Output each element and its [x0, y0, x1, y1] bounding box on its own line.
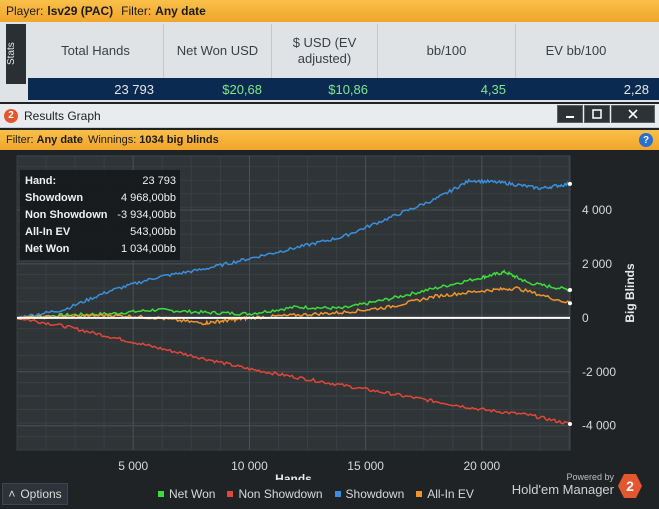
series-end-point: [568, 421, 572, 426]
legend-item[interactable]: Net Won: [158, 487, 215, 501]
graph-filter-value[interactable]: Any date: [36, 134, 83, 146]
stats-tab[interactable]: Stats: [6, 24, 26, 84]
brand-label: Hold'em Manager: [511, 482, 614, 497]
chart-legend: Net Won Non Showdown Showdown All-In EV: [158, 487, 474, 501]
series-line-net-won: [16, 269, 571, 320]
window-title: Results Graph: [24, 108, 101, 123]
y-tick-label: 0: [582, 311, 589, 325]
col-net-won-usd[interactable]: Net Won USD: [164, 24, 272, 78]
graph-filter-label: Filter:: [6, 134, 34, 146]
hand-tooltip: [20, 170, 180, 260]
graph-filter-bar: Filter: Any date Winnings: 1034 big blin…: [0, 130, 659, 150]
x-tick-label: 20 000: [463, 459, 500, 473]
hm2-brand-icon: 2: [618, 474, 642, 498]
tooltip-value: 23 793: [142, 175, 176, 187]
maximize-icon[interactable]: [584, 105, 610, 123]
x-tick-label: 15 000: [347, 459, 384, 473]
results-chart[interactable]: 4 000 2 000 0 -2 000 -4 000 5 000 10 000 15 000…: [0, 150, 659, 480]
y-axis-label: Big Blinds: [623, 263, 637, 323]
options-button[interactable]: ˄ Options: [2, 483, 68, 505]
player-filter-bar: Player: lsv29 (PAC) Filter: Any date: [0, 0, 659, 22]
legend-label: Non Showdown: [238, 487, 323, 501]
col-ev-bb-100[interactable]: EV bb/100: [545, 43, 607, 58]
filter-value[interactable]: Any date: [155, 4, 206, 18]
winnings-value: 1034 big blinds: [139, 134, 219, 146]
window-titlebar[interactable]: 2 Results Graph: [0, 104, 659, 128]
legend-label: All-In EV: [427, 487, 474, 501]
y-tick-label: 4 000: [582, 203, 612, 217]
cell-bb-100: 4,35: [480, 81, 506, 97]
y-tick-label: -4 000: [582, 419, 616, 433]
stats-header: Total Hands Net Won USD $ USD (EV adjust…: [28, 24, 659, 78]
legend-swatch: [227, 491, 234, 497]
legend-label: Net Won: [169, 487, 216, 501]
legend-swatch: [334, 491, 341, 497]
results-graph-window: 2 Results Graph Filter: Any date Winning…: [0, 104, 659, 509]
tooltip-label: Non Showdown: [25, 209, 108, 221]
series-end-point: [568, 287, 572, 292]
close-icon[interactable]: [611, 105, 655, 123]
window-controls: [557, 105, 655, 123]
winnings-label: Winnings:: [87, 134, 137, 146]
powered-by: Powered by Hold'em Manager: [512, 472, 614, 497]
series-line-showdown: [16, 178, 571, 320]
options-label: Options: [20, 487, 62, 501]
series-end-point: [568, 181, 572, 186]
y-tick-label: -2 000: [582, 365, 616, 379]
stats-row[interactable]: 23 793 $20,68 $10,86 4,35 2,28: [28, 78, 659, 100]
tooltip-value: 1 034,00bb: [121, 243, 176, 255]
cell-total-hands: 23 793: [114, 81, 154, 97]
x-tick-label: 10 000: [231, 459, 268, 473]
tooltip-label: Net Won: [25, 243, 70, 255]
col-usd-ev-adjusted[interactable]: $ USD (EV adjusted): [272, 24, 378, 78]
player-value[interactable]: lsv29 (PAC): [47, 4, 114, 18]
series-line-all-in-ev: [16, 286, 571, 326]
series-end-point: [568, 301, 572, 306]
legend-swatch: [416, 491, 423, 497]
col-total-hands[interactable]: Total Hands: [28, 24, 164, 78]
legend-item[interactable]: Non Showdown: [227, 487, 323, 501]
cell-usd-ev-adjusted: $10,86: [328, 81, 368, 97]
bottom-bar: ˄ Options Net Won Non Showdown Showdown All…: [0, 472, 659, 509]
tooltip-label: All-In EV: [25, 226, 71, 238]
minimize-icon[interactable]: [557, 105, 583, 123]
chevron-up-icon: ˄: [8, 487, 16, 501]
series-line-non-showdown: [16, 317, 571, 425]
tooltip-value: 4 968,00bb: [121, 192, 176, 204]
x-axis-label: Hands: [275, 472, 312, 480]
tooltip-value: -3 934,00bb: [117, 209, 176, 221]
filter-label: Filter:: [121, 4, 152, 18]
x-tick-label: 5 000: [118, 459, 148, 473]
hm2-logo-icon: 2: [4, 108, 18, 123]
player-label: Player:: [6, 4, 44, 18]
tooltip-value: 543,00bb: [130, 226, 176, 238]
tooltip-label: Showdown: [25, 192, 83, 204]
help-icon[interactable]: ?: [639, 133, 653, 147]
powered-by-label: Powered by: [566, 472, 614, 482]
legend-item[interactable]: Showdown: [334, 487, 405, 501]
legend-item[interactable]: All-In EV: [416, 487, 474, 501]
cell-ev-bb-100: 2,28: [623, 81, 649, 97]
legend-label: Showdown: [345, 487, 405, 501]
legend-swatch: [158, 491, 164, 497]
stats-table: Stats Total Hands Net Won USD $ USD (EV …: [0, 22, 659, 102]
col-bb-100[interactable]: bb/100: [378, 24, 516, 78]
tooltip-label: Hand:: [25, 175, 56, 187]
y-tick-label: 2 000: [582, 257, 612, 271]
cell-net-won-usd: $20,68: [222, 81, 262, 97]
